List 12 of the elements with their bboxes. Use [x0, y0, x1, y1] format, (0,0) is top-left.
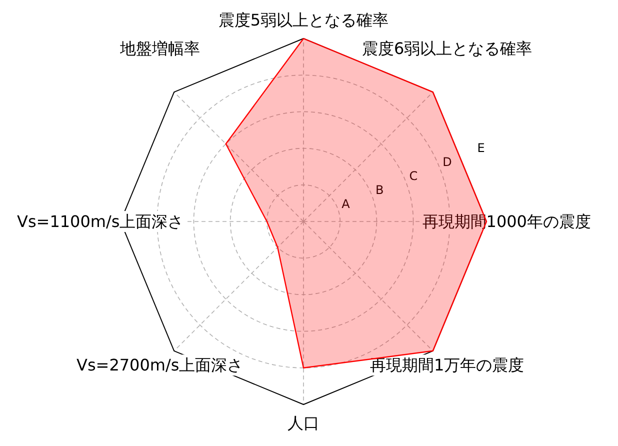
spoke-label: Vs=1100m/s上面深さ [17, 212, 184, 231]
y-tick-label: B [375, 182, 384, 197]
spoke-label: 震度5弱以上となる確率 [218, 10, 389, 30]
y-tick-label: A [342, 196, 351, 211]
spoke-label: 人口 [288, 413, 320, 432]
spoke-label: 地盤増幅率 [118, 39, 200, 58]
spoke-label: Vs=2700m/s上面深さ [76, 356, 244, 375]
spoke-label: 再現期間1万年の震度 [370, 356, 524, 375]
y-tick-label: C [409, 168, 418, 183]
spoke-label: 震度6弱以上となる確率 [362, 39, 532, 58]
y-tick-label: D [442, 154, 452, 169]
y-tick-label: E [477, 140, 485, 155]
